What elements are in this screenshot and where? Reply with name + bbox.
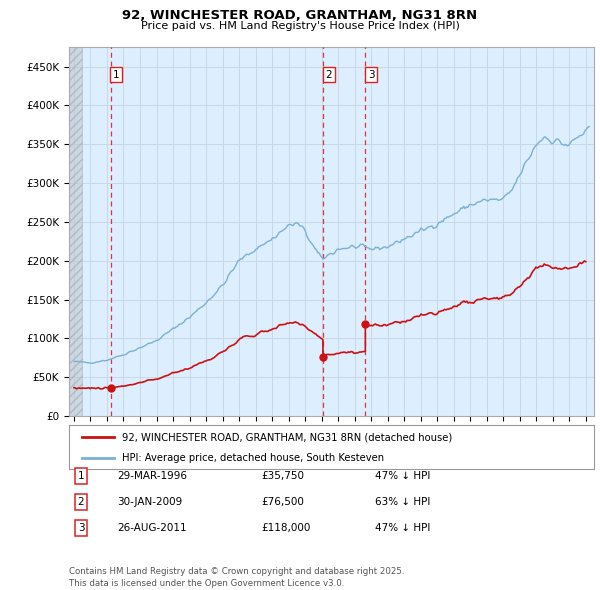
Text: 63% ↓ HPI: 63% ↓ HPI (375, 497, 430, 507)
Text: 29-MAR-1996: 29-MAR-1996 (117, 471, 187, 481)
Text: Price paid vs. HM Land Registry's House Price Index (HPI): Price paid vs. HM Land Registry's House … (140, 21, 460, 31)
Text: 47% ↓ HPI: 47% ↓ HPI (375, 523, 430, 533)
Text: £76,500: £76,500 (261, 497, 304, 507)
Text: HPI: Average price, detached house, South Kesteven: HPI: Average price, detached house, Sout… (121, 453, 383, 463)
Text: 1: 1 (113, 70, 120, 80)
Text: 47% ↓ HPI: 47% ↓ HPI (375, 471, 430, 481)
Text: Contains HM Land Registry data © Crown copyright and database right 2025.
This d: Contains HM Land Registry data © Crown c… (69, 568, 404, 588)
Text: 26-AUG-2011: 26-AUG-2011 (117, 523, 187, 533)
Text: 3: 3 (368, 70, 374, 80)
Text: 1: 1 (77, 471, 85, 481)
Text: 92, WINCHESTER ROAD, GRANTHAM, NG31 8RN (detached house): 92, WINCHESTER ROAD, GRANTHAM, NG31 8RN … (121, 432, 452, 442)
Text: 30-JAN-2009: 30-JAN-2009 (117, 497, 182, 507)
Text: £35,750: £35,750 (261, 471, 304, 481)
Text: 92, WINCHESTER ROAD, GRANTHAM, NG31 8RN: 92, WINCHESTER ROAD, GRANTHAM, NG31 8RN (122, 9, 478, 22)
Text: 2: 2 (325, 70, 332, 80)
Bar (69, 47, 82, 416)
Text: 2: 2 (77, 497, 85, 507)
Text: 3: 3 (77, 523, 85, 533)
Text: £118,000: £118,000 (261, 523, 310, 533)
